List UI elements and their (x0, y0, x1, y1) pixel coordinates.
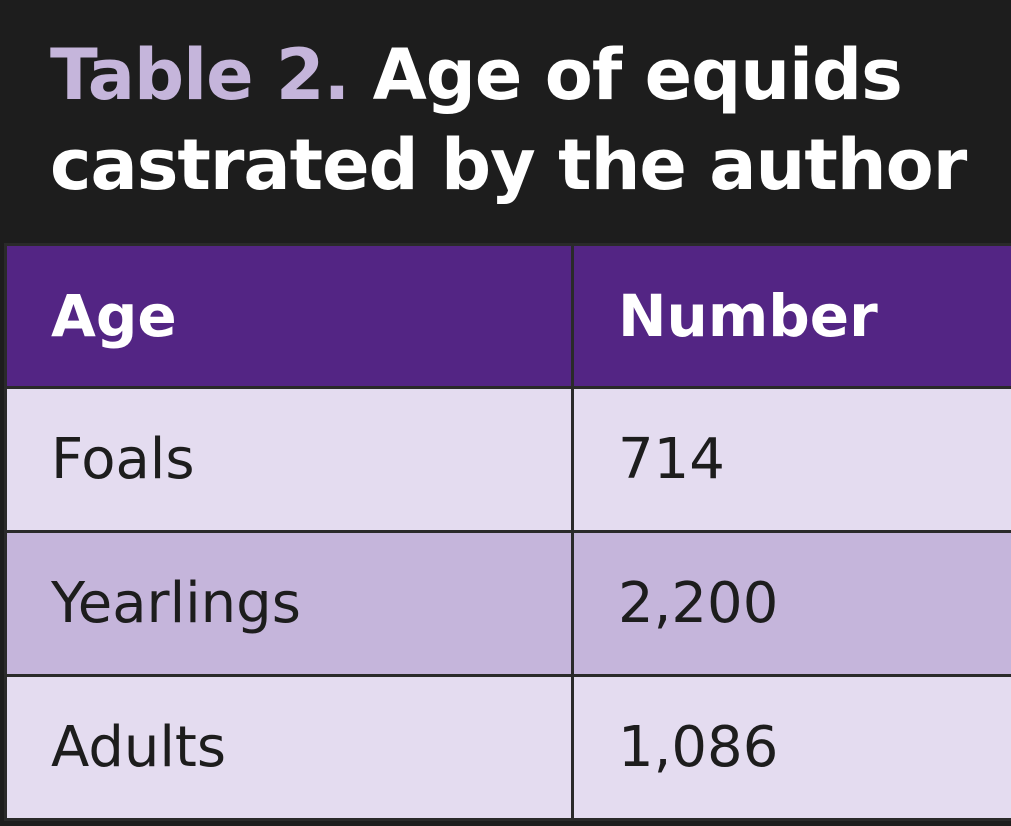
cell-age: Adults (4, 674, 574, 821)
cell-number: 2,200 (571, 530, 1011, 677)
header-number: Number (571, 243, 1011, 389)
header-age: Age (4, 243, 574, 389)
cell-age: Yearlings (4, 530, 574, 677)
table-row: Yearlings 2,200 (4, 530, 1011, 677)
table-title: Age of equids castrated by the author (50, 34, 967, 206)
castration-age-table: Age Number Foals 714 Yearlings 2,200 Adu… (4, 243, 1011, 821)
table-row: Foals 714 (4, 386, 1011, 533)
table-number-label: Table 2. (50, 34, 350, 116)
cell-number: 1,086 (571, 674, 1011, 821)
title-block: Table 2. Age of equids castrated by the … (0, 0, 1011, 243)
cell-age: Foals (4, 386, 574, 533)
header-row: Age Number (4, 243, 1011, 389)
cell-number: 714 (571, 386, 1011, 533)
table-row: Adults 1,086 (4, 674, 1011, 821)
table-caption: Table 2. Age of equids castrated by the … (50, 30, 1000, 210)
